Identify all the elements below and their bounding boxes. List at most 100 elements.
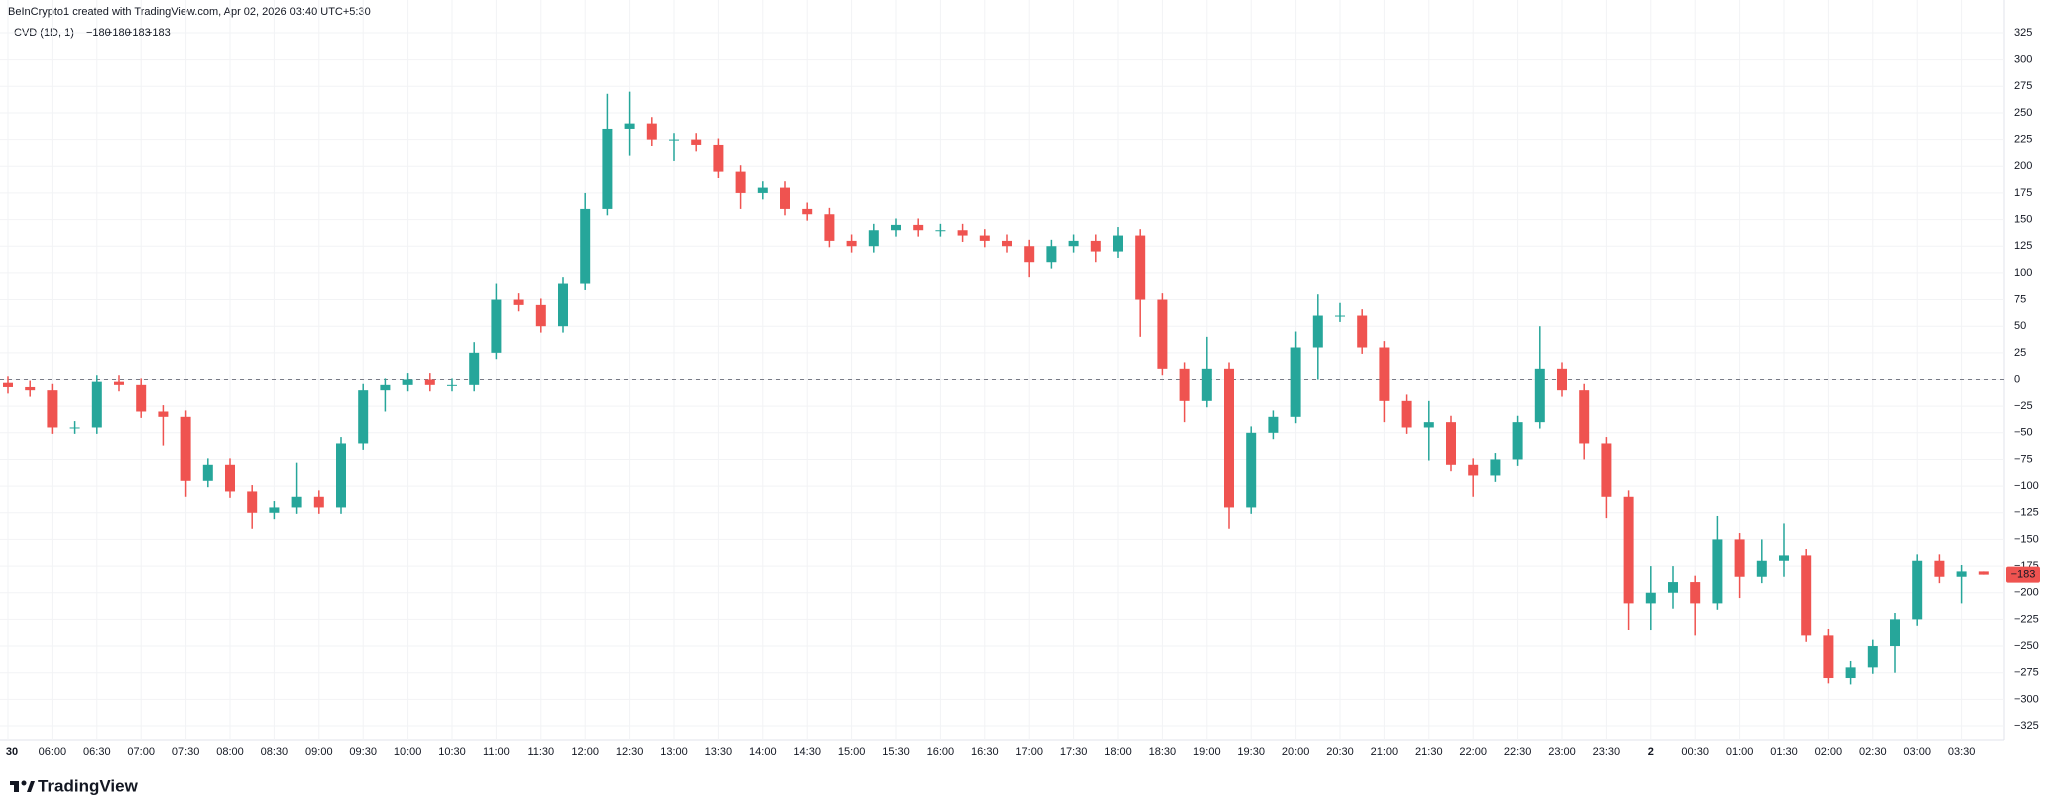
logo-icon	[21, 780, 27, 786]
x-tick-label: 10:00	[394, 746, 422, 758]
y-tick-label: 150	[2014, 213, 2032, 225]
y-tick-label: 250	[2014, 107, 2032, 119]
candle-body	[469, 352, 480, 385]
candle-body	[1268, 416, 1279, 433]
x-tick-label: 17:00	[1015, 746, 1043, 758]
candle-body	[1357, 315, 1368, 348]
x-tick-label: 00:30	[1681, 746, 1709, 758]
candle-body	[1135, 235, 1146, 300]
candle-body	[1779, 555, 1789, 561]
candle-body	[291, 496, 302, 508]
candle-body	[114, 381, 124, 385]
candle-body	[158, 411, 169, 417]
y-tick-label: −50	[2014, 427, 2033, 439]
x-tick-label: 14:30	[793, 746, 821, 758]
x-tick-label: 09:00	[305, 746, 333, 758]
y-tick-label: 175	[2014, 187, 2032, 199]
y-tick-label: −150	[2014, 533, 2039, 545]
candle-body	[757, 187, 768, 193]
x-tick-label: 16:00	[927, 746, 955, 758]
candle-body	[1490, 459, 1501, 476]
x-tick-label: 22:30	[1504, 746, 1532, 758]
y-tick-label: 25	[2014, 347, 2026, 359]
candle-body	[913, 224, 924, 231]
y-tick-label: −125	[2014, 507, 2039, 519]
x-tick-label: 01:00	[1726, 746, 1754, 758]
x-tick-label: 30	[6, 746, 18, 758]
candle-body	[558, 283, 568, 327]
candle-body	[1712, 539, 1723, 604]
candle-body	[669, 139, 679, 141]
candle-body	[802, 208, 813, 215]
y-tick-label: −225	[2014, 613, 2039, 625]
x-tick-label: 20:00	[1282, 746, 1310, 758]
x-tick-label: 11:00	[483, 746, 510, 758]
candle-body	[780, 187, 790, 209]
y-tick-label: 225	[2014, 134, 2032, 146]
candle-body	[1224, 368, 1234, 508]
candle-body	[380, 384, 391, 391]
candle-body	[424, 379, 435, 385]
y-tick-label: −275	[2014, 667, 2039, 679]
candle-body	[1335, 315, 1345, 317]
candle-body	[491, 299, 502, 353]
x-tick-label: 11:30	[527, 746, 554, 758]
y-tick-label: −250	[2014, 640, 2039, 652]
candle-body	[1290, 347, 1301, 417]
candle-body	[1512, 422, 1523, 460]
candle-body	[713, 144, 724, 172]
candle-body	[1534, 368, 1545, 423]
candle-body	[935, 230, 946, 232]
x-tick-label: 21:30	[1415, 746, 1443, 758]
y-tick-label: 275	[2014, 80, 2032, 92]
x-tick-label: 23:30	[1593, 746, 1621, 758]
y-tick-label: 50	[2014, 320, 2026, 332]
candle-body	[735, 171, 746, 193]
x-tick-label: 09:30	[349, 746, 377, 758]
candle-body	[1179, 368, 1190, 401]
y-tick-label: 325	[2014, 27, 2032, 39]
candle-body	[1978, 571, 1989, 575]
x-tick-label: 15:00	[838, 746, 866, 758]
candle-body	[358, 390, 369, 444]
x-tick-label: 12:30	[616, 746, 644, 758]
candle-body	[1690, 582, 1701, 604]
x-tick-label: 02:30	[1859, 746, 1887, 758]
y-tick-label: −200	[2014, 587, 2039, 599]
x-tick-label: 07:00	[127, 746, 155, 758]
x-tick-label: 03:00	[1903, 746, 1931, 758]
x-tick-label: 06:00	[39, 746, 67, 758]
candle-body	[247, 491, 258, 513]
candle-body	[1845, 667, 1856, 679]
candle-body	[1090, 240, 1101, 252]
x-tick-label: 19:00	[1193, 746, 1221, 758]
candle-body	[25, 386, 36, 391]
y-tick-label: −25	[2014, 400, 2033, 412]
x-tick-label: 19:30	[1237, 746, 1265, 758]
candle-body	[868, 230, 879, 247]
candle-body	[824, 214, 835, 241]
candle-body	[1601, 443, 1612, 497]
candle-body	[1157, 299, 1168, 369]
candle-body	[1046, 246, 1057, 263]
candle-body	[1645, 592, 1656, 604]
x-tick-label: 12:00	[571, 746, 599, 758]
candle-body	[535, 304, 546, 327]
candle-body	[225, 464, 235, 492]
x-tick-label: 10:30	[438, 746, 466, 758]
x-tick-label: 21:00	[1371, 746, 1399, 758]
indicator-value: −183	[126, 27, 151, 39]
candle-body	[513, 299, 524, 305]
x-tick-label: 14:00	[749, 746, 777, 758]
candle-body	[336, 443, 346, 508]
x-tick-label: 13:00	[660, 746, 688, 758]
candle-body	[1756, 560, 1767, 577]
candle-body	[1401, 400, 1412, 428]
x-tick-label: 20:30	[1326, 746, 1354, 758]
indicator-value: −180	[106, 27, 131, 39]
candle-body	[1623, 496, 1634, 604]
candle-body	[269, 507, 280, 513]
candle-body	[1557, 368, 1567, 391]
candle-body	[1934, 560, 1945, 577]
